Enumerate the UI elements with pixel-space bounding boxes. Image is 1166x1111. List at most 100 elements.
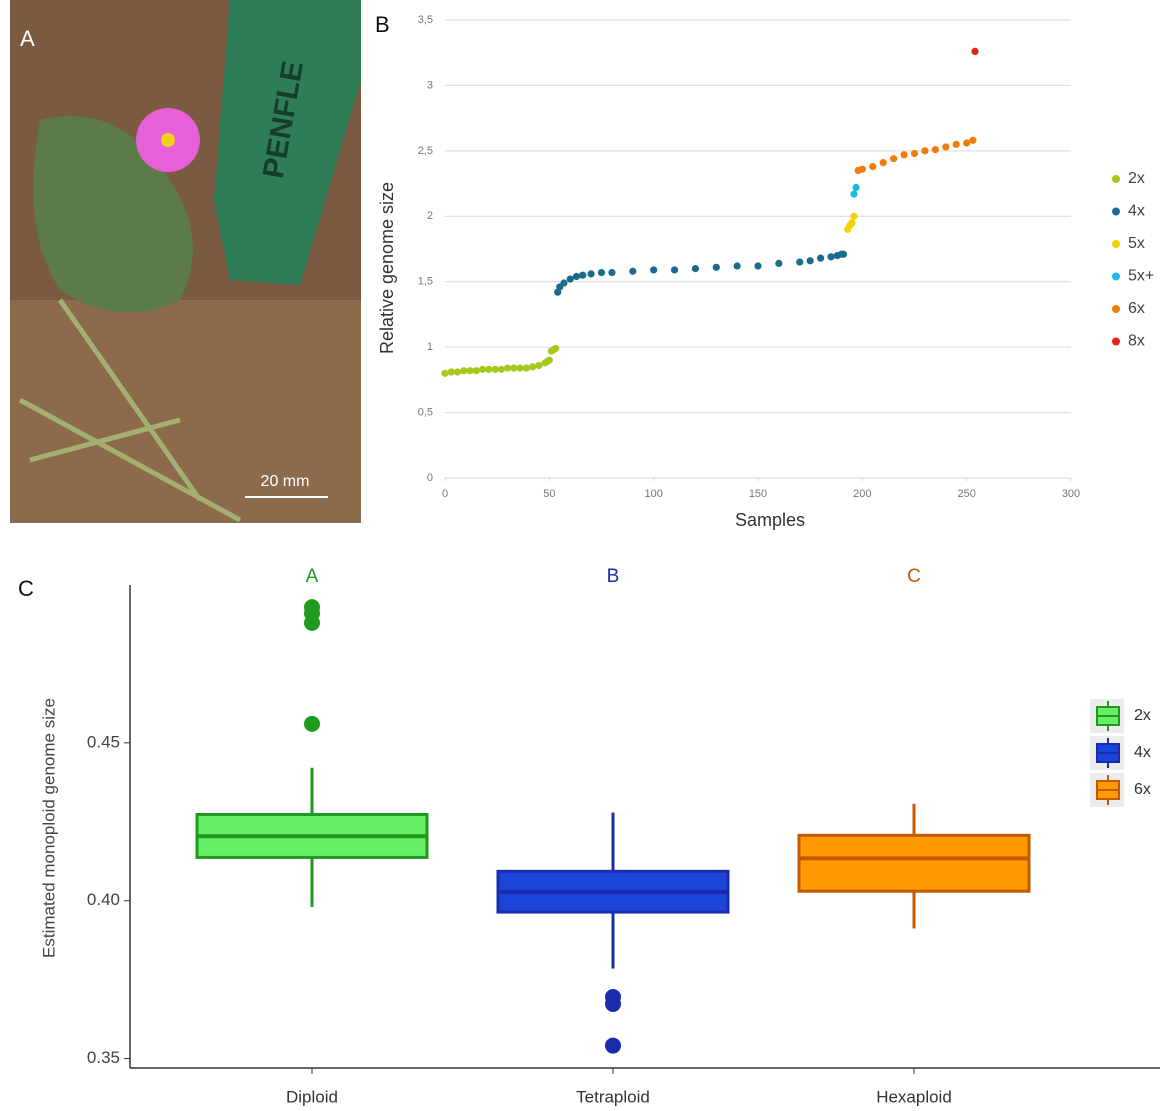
legend-label: 2x bbox=[1128, 170, 1145, 187]
group-letter: B bbox=[607, 566, 620, 587]
point bbox=[466, 367, 473, 374]
flower-center bbox=[161, 133, 175, 147]
x-tick-label: 0 bbox=[442, 488, 448, 500]
x-axis-label: Samples bbox=[735, 510, 805, 530]
point bbox=[692, 265, 699, 272]
legend-marker bbox=[1112, 273, 1120, 281]
x-tick-label: Diploid bbox=[286, 1087, 338, 1106]
group-letter: C bbox=[907, 566, 921, 587]
point bbox=[517, 364, 524, 371]
panel-label: B bbox=[375, 12, 390, 37]
point bbox=[485, 366, 492, 373]
y-tick-label: 1 bbox=[427, 341, 433, 353]
legend-marker bbox=[1112, 305, 1120, 313]
point bbox=[880, 159, 887, 166]
x-tick-label: 100 bbox=[644, 488, 662, 500]
point bbox=[807, 257, 814, 264]
point bbox=[491, 366, 498, 373]
x-tick-label: Tetraploid bbox=[576, 1087, 650, 1106]
point bbox=[850, 213, 857, 220]
box bbox=[799, 835, 1029, 891]
y-tick-label: 3 bbox=[427, 79, 433, 91]
scale-label: 20 mm bbox=[261, 473, 310, 490]
point bbox=[579, 272, 586, 279]
point bbox=[827, 253, 834, 260]
point bbox=[713, 264, 720, 271]
legend-label: 6x bbox=[1134, 781, 1151, 798]
point bbox=[567, 275, 574, 282]
point bbox=[529, 363, 536, 370]
point bbox=[796, 258, 803, 265]
x-tick-label: 50 bbox=[543, 488, 555, 500]
figure: PENFLE A 20 mm B00,511,522,533,505010015… bbox=[0, 0, 1166, 1111]
point bbox=[535, 362, 542, 369]
point bbox=[963, 139, 970, 146]
x-tick-label: Hexaploid bbox=[876, 1087, 952, 1106]
point bbox=[523, 364, 530, 371]
y-tick-label: 0 bbox=[427, 472, 433, 484]
point bbox=[608, 269, 615, 276]
point bbox=[510, 364, 517, 371]
legend-marker bbox=[1112, 240, 1120, 248]
legend-label: 5x bbox=[1128, 235, 1145, 252]
legend-marker bbox=[1112, 338, 1120, 346]
point bbox=[598, 269, 605, 276]
point bbox=[479, 366, 486, 373]
point bbox=[953, 141, 960, 148]
point bbox=[552, 345, 559, 352]
point bbox=[775, 260, 782, 267]
point bbox=[840, 251, 847, 258]
legend-label: 6x bbox=[1128, 300, 1145, 317]
y-tick-label: 1,5 bbox=[418, 276, 433, 288]
y-tick-label: 3,5 bbox=[418, 14, 433, 26]
point bbox=[560, 279, 567, 286]
point bbox=[848, 219, 855, 226]
point bbox=[921, 147, 928, 154]
y-tick-label: 0.45 bbox=[87, 732, 120, 751]
point bbox=[573, 273, 580, 280]
y-tick-label: 0,5 bbox=[418, 406, 433, 418]
point bbox=[587, 270, 594, 277]
point bbox=[473, 367, 480, 374]
legend-label: 8x bbox=[1128, 333, 1145, 350]
outlier bbox=[605, 989, 621, 1005]
outlier bbox=[304, 716, 320, 732]
point bbox=[869, 163, 876, 170]
point bbox=[546, 357, 553, 364]
x-tick-label: 200 bbox=[853, 488, 871, 500]
point bbox=[932, 146, 939, 153]
y-tick-label: 2,5 bbox=[418, 145, 433, 157]
x-tick-label: 300 bbox=[1062, 488, 1080, 500]
point bbox=[859, 166, 866, 173]
point bbox=[441, 370, 448, 377]
x-tick-label: 250 bbox=[957, 488, 975, 500]
point bbox=[911, 150, 918, 157]
legend-label: 2x bbox=[1134, 707, 1151, 724]
point bbox=[629, 268, 636, 275]
panel-label: A bbox=[20, 26, 35, 51]
point bbox=[460, 367, 467, 374]
legend-label: 4x bbox=[1134, 744, 1151, 761]
point bbox=[504, 364, 511, 371]
legend-label: 4x bbox=[1128, 203, 1145, 220]
point bbox=[454, 368, 461, 375]
legend-marker bbox=[1112, 175, 1120, 183]
y-tick-label: 2 bbox=[427, 210, 433, 222]
y-tick-label: 0.35 bbox=[87, 1048, 120, 1067]
y-tick-label: 0.40 bbox=[87, 890, 120, 909]
y-axis-label: Estimated monoploid genome size bbox=[39, 698, 58, 958]
outlier bbox=[304, 599, 320, 615]
point bbox=[969, 137, 976, 144]
point bbox=[448, 368, 455, 375]
point bbox=[498, 366, 505, 373]
outlier bbox=[605, 1038, 621, 1054]
point bbox=[942, 143, 949, 150]
point bbox=[754, 262, 761, 269]
legend-label: 5x+ bbox=[1128, 268, 1154, 285]
group-letter: A bbox=[306, 566, 319, 587]
x-tick-label: 150 bbox=[749, 488, 767, 500]
point bbox=[650, 266, 657, 273]
y-axis-label: Relative genome size bbox=[377, 182, 397, 354]
point bbox=[900, 151, 907, 158]
point bbox=[971, 48, 978, 55]
